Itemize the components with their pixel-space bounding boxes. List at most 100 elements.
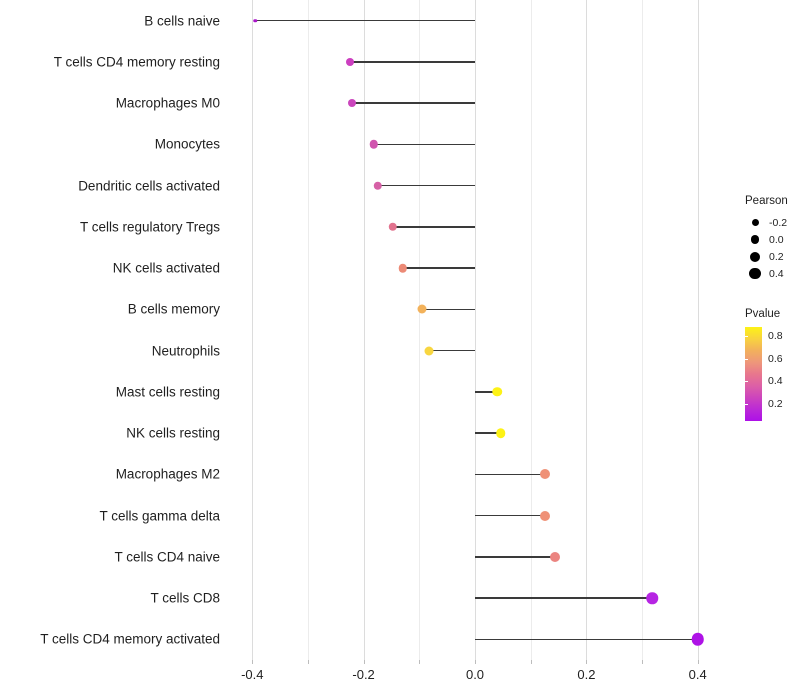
legend-dot-wrap [745, 235, 765, 244]
pearson-legend-entry: 0.4 [745, 265, 800, 282]
lollipop-point[interactable] [492, 387, 503, 397]
legend-size-label: 0.0 [769, 233, 784, 246]
lollipop-point[interactable] [549, 551, 560, 562]
y-axis-label: Mast cells resting [115, 384, 220, 400]
lollipop-stem [351, 102, 475, 104]
legend-size-dot [751, 219, 759, 226]
lollipop-stem [475, 514, 546, 517]
lollipop-point[interactable] [369, 140, 378, 149]
colorbar-wrap: 0.8 0.6 0.4 0.2 [745, 327, 800, 421]
colorbar-tick-label: 0.4 [768, 375, 783, 388]
lollipop-point[interactable] [388, 222, 397, 232]
colorbar-tick-label: 0.2 [768, 398, 783, 410]
x-axis-tickmark [252, 660, 254, 664]
y-axis-label: T cells regulatory Tregs [79, 219, 220, 235]
lollipop-point[interactable] [253, 18, 257, 23]
x-axis-label: 0.0 [465, 667, 485, 682]
gridline [530, 0, 532, 660]
colorbar-tickmark [745, 358, 748, 360]
y-axis-label: Neutrophils [151, 342, 220, 358]
lollipop-point[interactable] [346, 57, 355, 66]
x-axis-tickmark [530, 660, 532, 664]
lollipop-stem [255, 19, 475, 22]
lollipop-stem [475, 473, 545, 476]
lollipop-point[interactable] [691, 633, 704, 646]
legend-size-label: 0.2 [769, 250, 784, 263]
plot-panel [230, 0, 720, 660]
colorbar-tickmark [745, 404, 748, 405]
colorbar-tickmark [745, 336, 748, 338]
lollipop-point[interactable] [373, 181, 382, 190]
pearson-legend-entry: 0.0 [745, 231, 800, 248]
lollipop-point[interactable] [347, 99, 356, 108]
lollipop-stem [429, 349, 475, 352]
lollipop-stem [377, 184, 475, 187]
pvalue-colorbar [745, 327, 762, 421]
lollipop-stem [373, 143, 475, 146]
x-axis: -0.4 -0.2 0.0 0.2 0.4 [230, 660, 720, 700]
y-axis-label: NK cells activated [112, 260, 220, 276]
x-axis-tickmark [308, 660, 309, 664]
legend-dot-wrap [745, 219, 765, 226]
x-axis-label: 0.4 [688, 667, 707, 682]
pearson-legend-entry: -0.2 [745, 214, 800, 231]
y-axis-label: B cells naive [144, 12, 220, 28]
gridline [642, 0, 643, 660]
y-axis-label: T cells CD4 memory activated [40, 631, 220, 647]
lollipop-stem [475, 556, 555, 558]
legend-area: Pearson -0.2 0.0 0.2 0.4 Pvalue 0.8 0.6 0.4 0.… [745, 195, 800, 421]
x-axis-tickmark [586, 660, 588, 664]
lollipop-point[interactable] [539, 469, 550, 480]
legend-size-label: 0.4 [769, 267, 784, 280]
y-axis-label: Macrophages M2 [115, 466, 220, 482]
legend-size-dot [750, 251, 760, 262]
legend-size-label: -0.2 [769, 216, 788, 229]
y-axis-label: T cells CD4 naive [114, 549, 220, 565]
legend-size-dot [749, 267, 761, 280]
pearson-size-legend: Pearson -0.2 0.0 0.2 0.4 [745, 195, 800, 282]
gridline [252, 0, 254, 660]
y-axis-label: Dendritic cells activated [78, 177, 220, 193]
x-axis-tickmark [419, 660, 421, 664]
gridline [419, 0, 421, 660]
x-axis-tickmark [475, 660, 476, 664]
x-axis-tickmark [363, 660, 365, 664]
lollipop-point[interactable] [417, 304, 426, 314]
lollipop-point[interactable] [495, 428, 506, 438]
pearson-legend-entry: 0.2 [745, 248, 800, 265]
legend-dot-wrap [745, 267, 765, 280]
y-axis-label: Macrophages M0 [115, 95, 220, 111]
colorbar-tickmark [745, 381, 748, 383]
pvalue-legend-title: Pvalue [745, 308, 781, 320]
x-axis-label: 0.2 [577, 667, 596, 682]
y-axis-label: B cells memory [127, 301, 220, 317]
colorbar-ticks: 0.8 0.6 0.4 0.2 [745, 327, 796, 421]
y-axis-label: NK cells resting [126, 425, 220, 441]
gridline [308, 0, 309, 660]
lollipop-point[interactable] [646, 592, 658, 604]
y-axis-label: T cells gamma delta [99, 507, 220, 523]
lollipop-point[interactable] [540, 510, 551, 521]
legend-size-dot [750, 235, 760, 244]
colorbar-tick-label: 0.8 [768, 330, 783, 343]
gridline [586, 0, 588, 660]
lollipop-point[interactable] [424, 346, 434, 356]
y-axis-label: T cells CD4 memory resting [53, 54, 220, 70]
lollipop-point[interactable] [398, 263, 407, 273]
x-axis-label: -0.4 [241, 667, 264, 682]
lollipop-stem [350, 61, 475, 63]
lollipop-stem [475, 432, 501, 434]
colorbar-tick-label: 0.6 [768, 352, 783, 365]
pearson-legend-items: -0.2 0.0 0.2 0.4 [745, 214, 800, 282]
lollipop-stem [475, 638, 698, 641]
lollipop-stem [421, 308, 475, 311]
x-axis-tickmark [642, 660, 643, 664]
legend-dot-wrap [745, 251, 765, 262]
pearson-legend-title: Pearson [745, 195, 788, 207]
lollipop-stem [392, 226, 475, 228]
y-axis-labels: B cells naive T cells CD4 memory resting M… [0, 0, 220, 660]
x-axis-label: -0.2 [352, 667, 375, 682]
lollipop-stem [475, 597, 653, 599]
gridline [475, 0, 476, 660]
